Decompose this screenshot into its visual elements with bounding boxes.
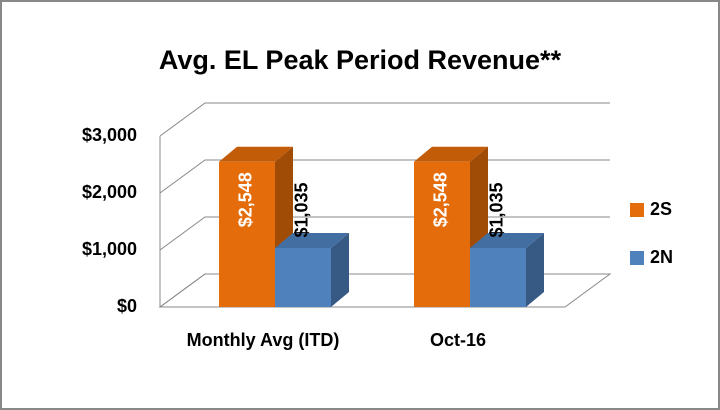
x-tick-label: Oct-16 xyxy=(429,330,487,350)
bar xyxy=(414,161,470,307)
bar-side xyxy=(526,233,544,307)
y-tick-label: $2,000 xyxy=(82,182,137,202)
bar xyxy=(219,161,275,307)
bar xyxy=(275,248,331,307)
legend-swatch xyxy=(630,203,644,217)
value-label: $1,035 xyxy=(487,182,507,237)
value-label: $2,548 xyxy=(431,172,451,227)
bar-top xyxy=(219,146,293,162)
bar-top xyxy=(470,233,544,249)
value-label: $1,035 xyxy=(292,182,312,237)
chart-title: Avg. EL Peak Period Revenue** xyxy=(159,45,562,75)
legend-label: 2N xyxy=(650,247,673,267)
bar-side xyxy=(331,233,349,307)
legend-label: 2S xyxy=(650,199,672,219)
bar-top xyxy=(414,146,488,162)
legend-swatch xyxy=(630,251,644,265)
bar xyxy=(470,248,526,307)
y-tick-label: $3,000 xyxy=(82,125,137,145)
y-tick-label: $0 xyxy=(117,296,137,316)
bar-top xyxy=(275,233,349,249)
value-label: $2,548 xyxy=(236,172,256,227)
y-tick-label: $1,000 xyxy=(82,239,137,259)
x-tick-label: Monthly Avg (ITD) xyxy=(186,330,340,350)
grid-line xyxy=(159,102,610,137)
